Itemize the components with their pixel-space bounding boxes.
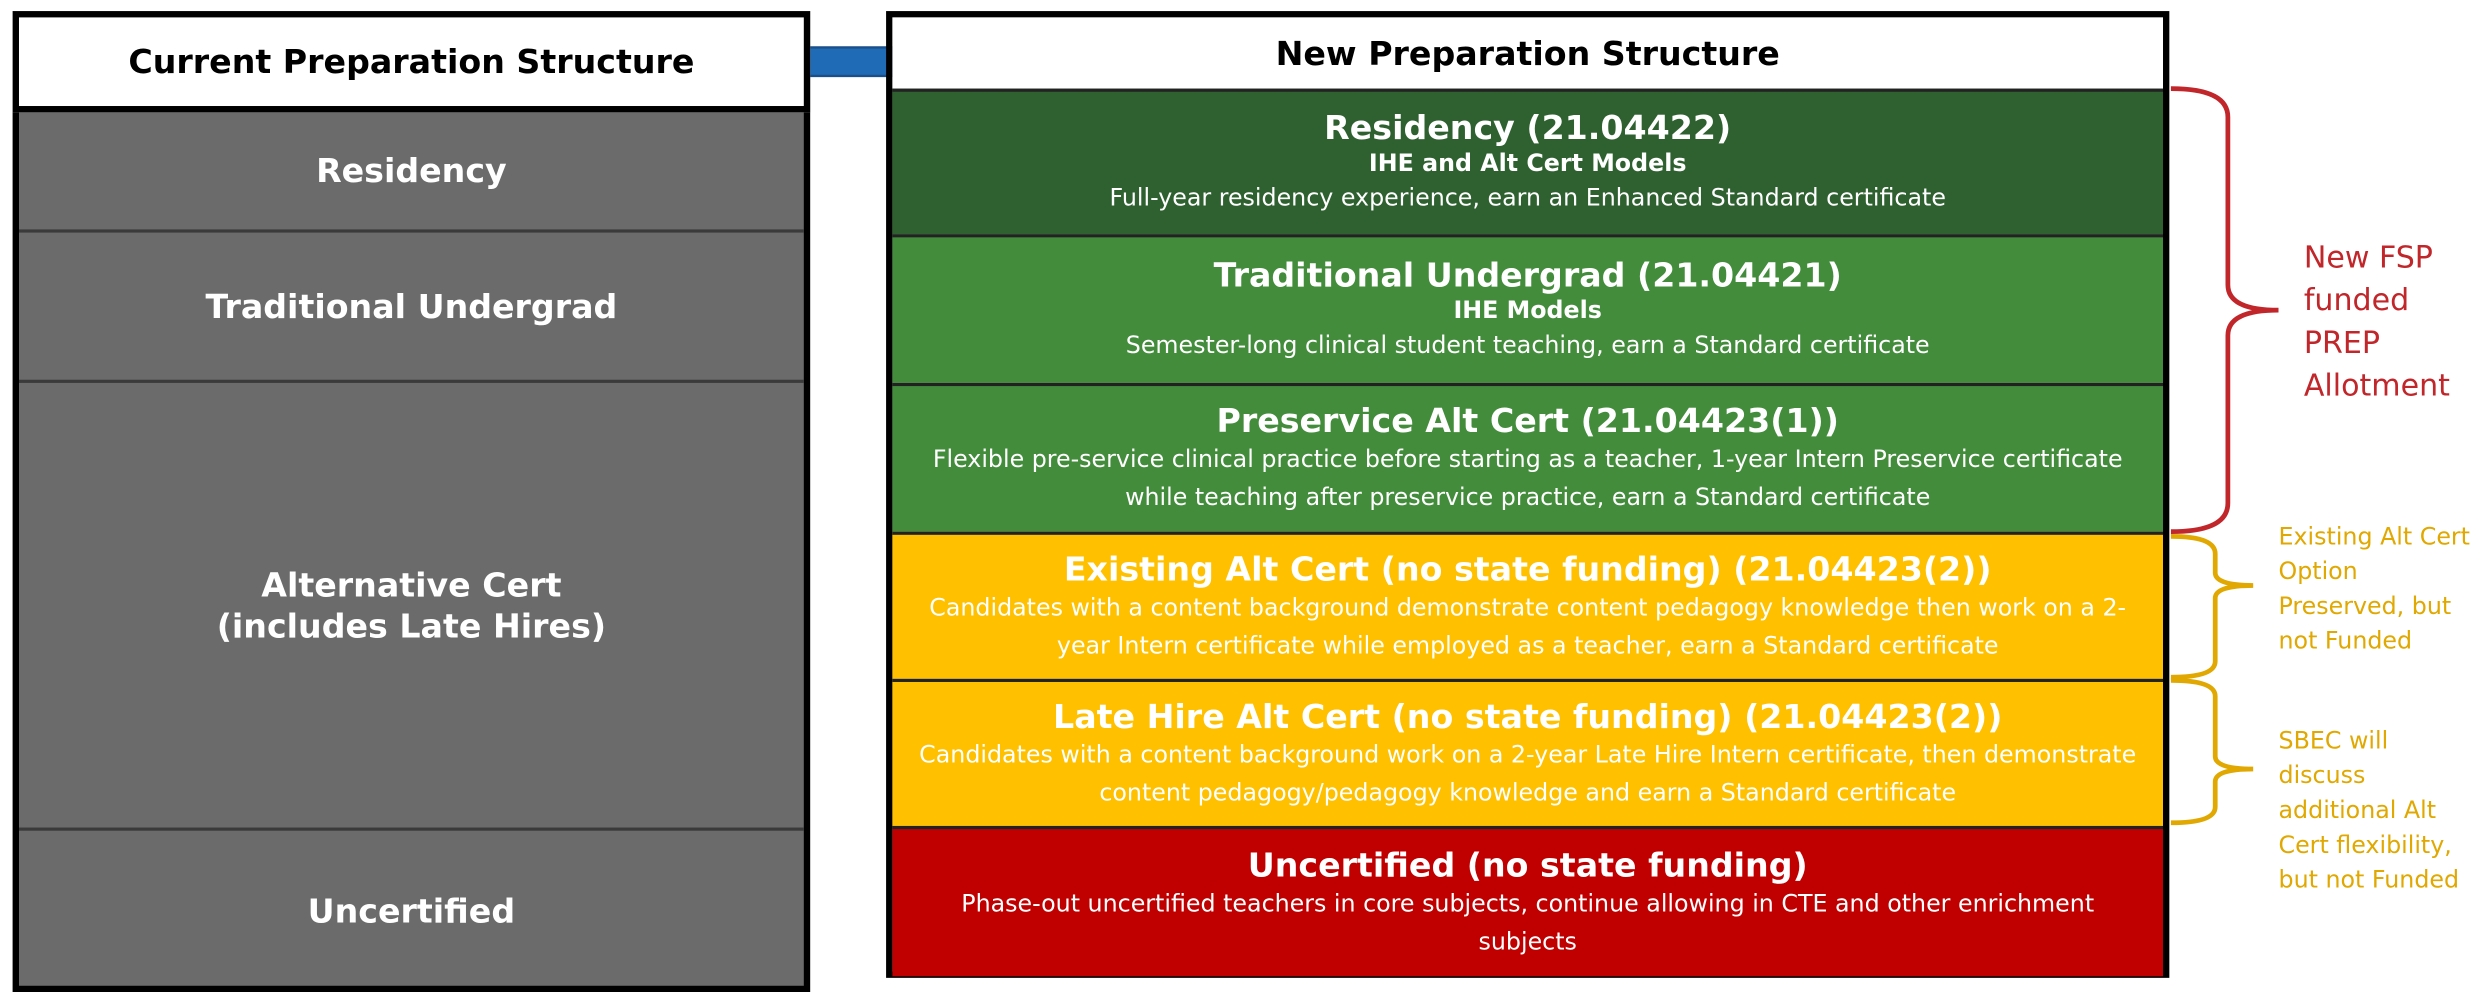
note-line: discuss	[2278, 761, 2366, 790]
label-line: Alternative Cert	[261, 565, 562, 604]
note-line: additional Alt	[2278, 795, 2437, 825]
new-row: Traditional Undergrad (21.04421) IHE Mode…	[892, 234, 2164, 383]
row-label: Residency	[316, 150, 507, 191]
note-line: New FSP	[2303, 240, 2433, 276]
row-description: Candidates with a content background wor…	[919, 739, 2137, 807]
label-line: Uncertified	[307, 892, 516, 931]
new-row: Residency (21.04422) IHE and Alt Cert Mod…	[892, 88, 2164, 235]
label-line: (includes Late Hires)	[216, 606, 607, 645]
row-description: Candidates with a content background dem…	[929, 592, 2127, 660]
header-text: New Preparation Structure	[1275, 34, 1780, 72]
note-line: but not Funded	[2278, 865, 2460, 894]
row-title: Existing Alt Cert (no state funding) (21…	[1063, 549, 1992, 588]
row-title: Traditional Undergrad (21.04421)	[1213, 256, 1842, 295]
new-row: Preservice Alt Cert (21.04423(1)) Flexibl…	[892, 382, 2164, 532]
row-title: Preservice Alt Cert (21.04423(1))	[1216, 401, 1839, 440]
note-line: SBEC will	[2278, 726, 2389, 755]
row-subtitle: IHE Models	[1453, 295, 1602, 325]
brace-red	[2170, 86, 2279, 535]
header-text: Current Preparation Structure	[128, 42, 695, 81]
note-line: Allotment	[2303, 368, 2450, 404]
note-line: Preserved, but	[2278, 591, 2452, 621]
current-row: Residency	[18, 112, 804, 233]
new-row: Late Hire Alt Cert (no state funding) (2…	[892, 678, 2164, 826]
side-note: Existing Alt Cert Option Preserved, but not…	[2279, 519, 2470, 658]
note-line: Cert flexibility,	[2278, 830, 2452, 860]
row-label: Traditional Undergrad	[205, 286, 617, 327]
row-description: Phase-out uncertified teachers in core s…	[961, 888, 2095, 955]
current-row: Traditional Undergrad	[18, 233, 804, 383]
row-description: Flexible pre-service clinical practice b…	[932, 444, 2123, 512]
row-subtitle: IHE and Alt Cert Models	[1368, 148, 1687, 178]
brace-yellow	[2170, 534, 2254, 680]
row-title: Late Hire Alt Cert (no state funding) (2…	[1053, 697, 2003, 735]
note-line: funded	[2303, 283, 2410, 319]
row-description: Full-year residency experience, earn an …	[1109, 183, 1946, 213]
current-header: Current Preparation Structure	[12, 11, 811, 113]
row-label: Alternative Cert (includes Late Hires)	[217, 564, 606, 646]
new-header: New Preparation Structure	[892, 17, 2164, 89]
row-title: Residency (21.04422)	[1324, 109, 1732, 148]
current-row: Uncertified	[19, 831, 804, 992]
note-line: Option	[2278, 556, 2358, 586]
label-line: Traditional Undergrad	[205, 287, 618, 326]
new-row: Uncertified (no state funding) Phase-out …	[892, 825, 2164, 977]
side-note: SBEC will discuss additional Alt Cert flexi…	[2279, 723, 2460, 897]
row-title: Uncertified (no state funding)	[1247, 845, 1808, 884]
row-description: Semester-long clinical student teaching,…	[1125, 330, 1930, 360]
current-row: Alternative Cert (includes Late Hires)	[18, 383, 804, 831]
side-note: New FSP funded PREP Allotment	[2304, 237, 2450, 408]
row-label: Uncertified	[308, 891, 516, 932]
note-line: not Funded	[2278, 626, 2413, 656]
note-line: Existing Alt Cert	[2278, 522, 2470, 551]
new-row: Existing Alt Cert (no state funding) (21…	[892, 531, 2164, 679]
label-line: Residency	[316, 151, 507, 190]
note-line: PREP	[2303, 325, 2380, 361]
brace-yellow	[2170, 678, 2254, 826]
